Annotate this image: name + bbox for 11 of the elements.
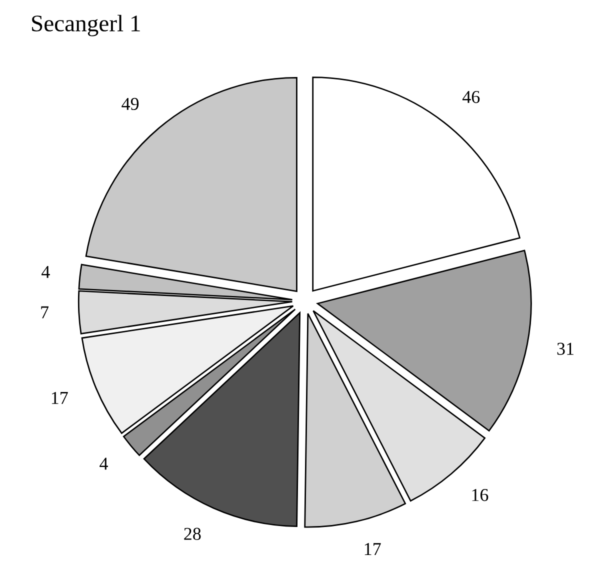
data-label: 17	[52, 392, 68, 404]
data-label: 49	[122, 98, 139, 110]
data-label: 46	[462, 90, 480, 104]
data-label: 16	[472, 488, 488, 502]
chart-title: Secangerl 1	[32, 14, 140, 36]
data-label: 31	[557, 342, 574, 355]
data-label: 4	[100, 458, 108, 470]
data-label: 4	[42, 266, 50, 278]
data-label: 7	[41, 306, 49, 318]
data-label: 17	[364, 543, 381, 555]
data-label: 28	[184, 528, 201, 540]
